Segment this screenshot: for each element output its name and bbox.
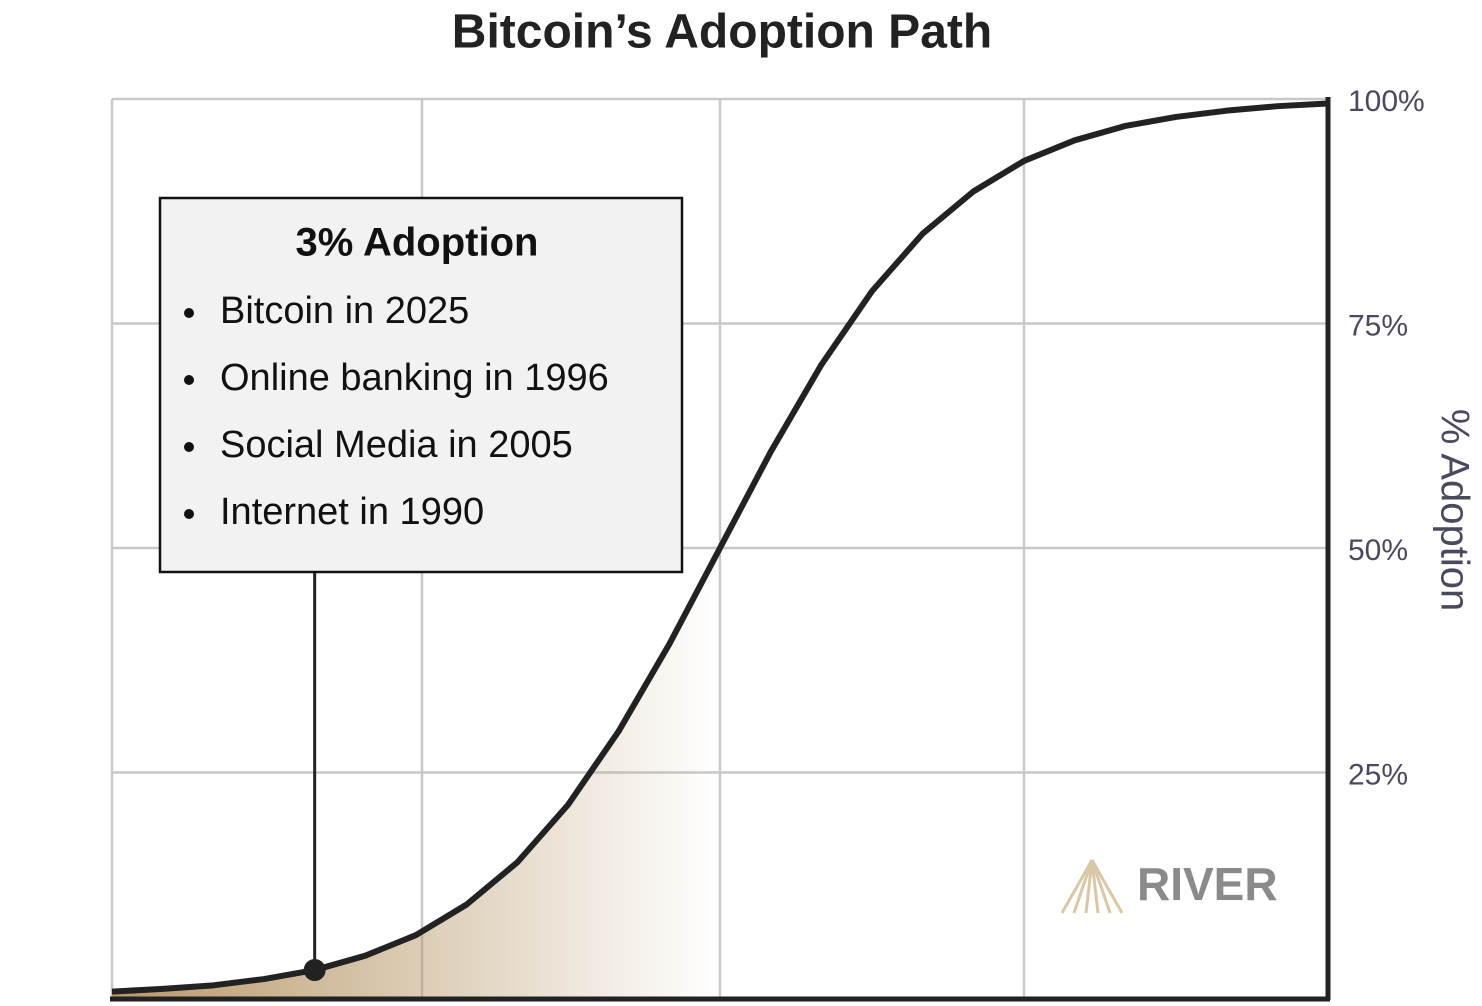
watermark: RIVER <box>1060 858 1278 914</box>
y-tick-label: 25% <box>1348 758 1408 791</box>
bullet <box>184 442 194 452</box>
annotation-title: 3% Adoption <box>296 221 539 265</box>
bullet <box>184 375 194 385</box>
y-tick-label: 50% <box>1348 534 1408 567</box>
bullet <box>184 509 194 519</box>
watermark-text: RIVER <box>1137 858 1278 910</box>
watermark-logo <box>1060 859 1124 914</box>
annotation-item: Internet in 1990 <box>220 491 484 533</box>
annotation-item: Online banking in 1996 <box>220 357 609 399</box>
annotation-point <box>303 959 326 982</box>
chart-title: Bitcoin’s Adoption Path <box>452 6 992 59</box>
annotation-item: Social Media in 2005 <box>220 424 573 466</box>
area <box>112 548 720 997</box>
bullet <box>184 308 194 318</box>
y-tick-label: 75% <box>1348 309 1408 342</box>
y-axis-label: % Adoption <box>1432 409 1476 611</box>
annotation: 3% Adoption Bitcoin in 2025 Online bankin… <box>158 196 684 971</box>
annotation-item: Bitcoin in 2025 <box>220 290 469 332</box>
annotation-box <box>158 196 684 574</box>
y-tick-label: 100% <box>1348 85 1425 118</box>
